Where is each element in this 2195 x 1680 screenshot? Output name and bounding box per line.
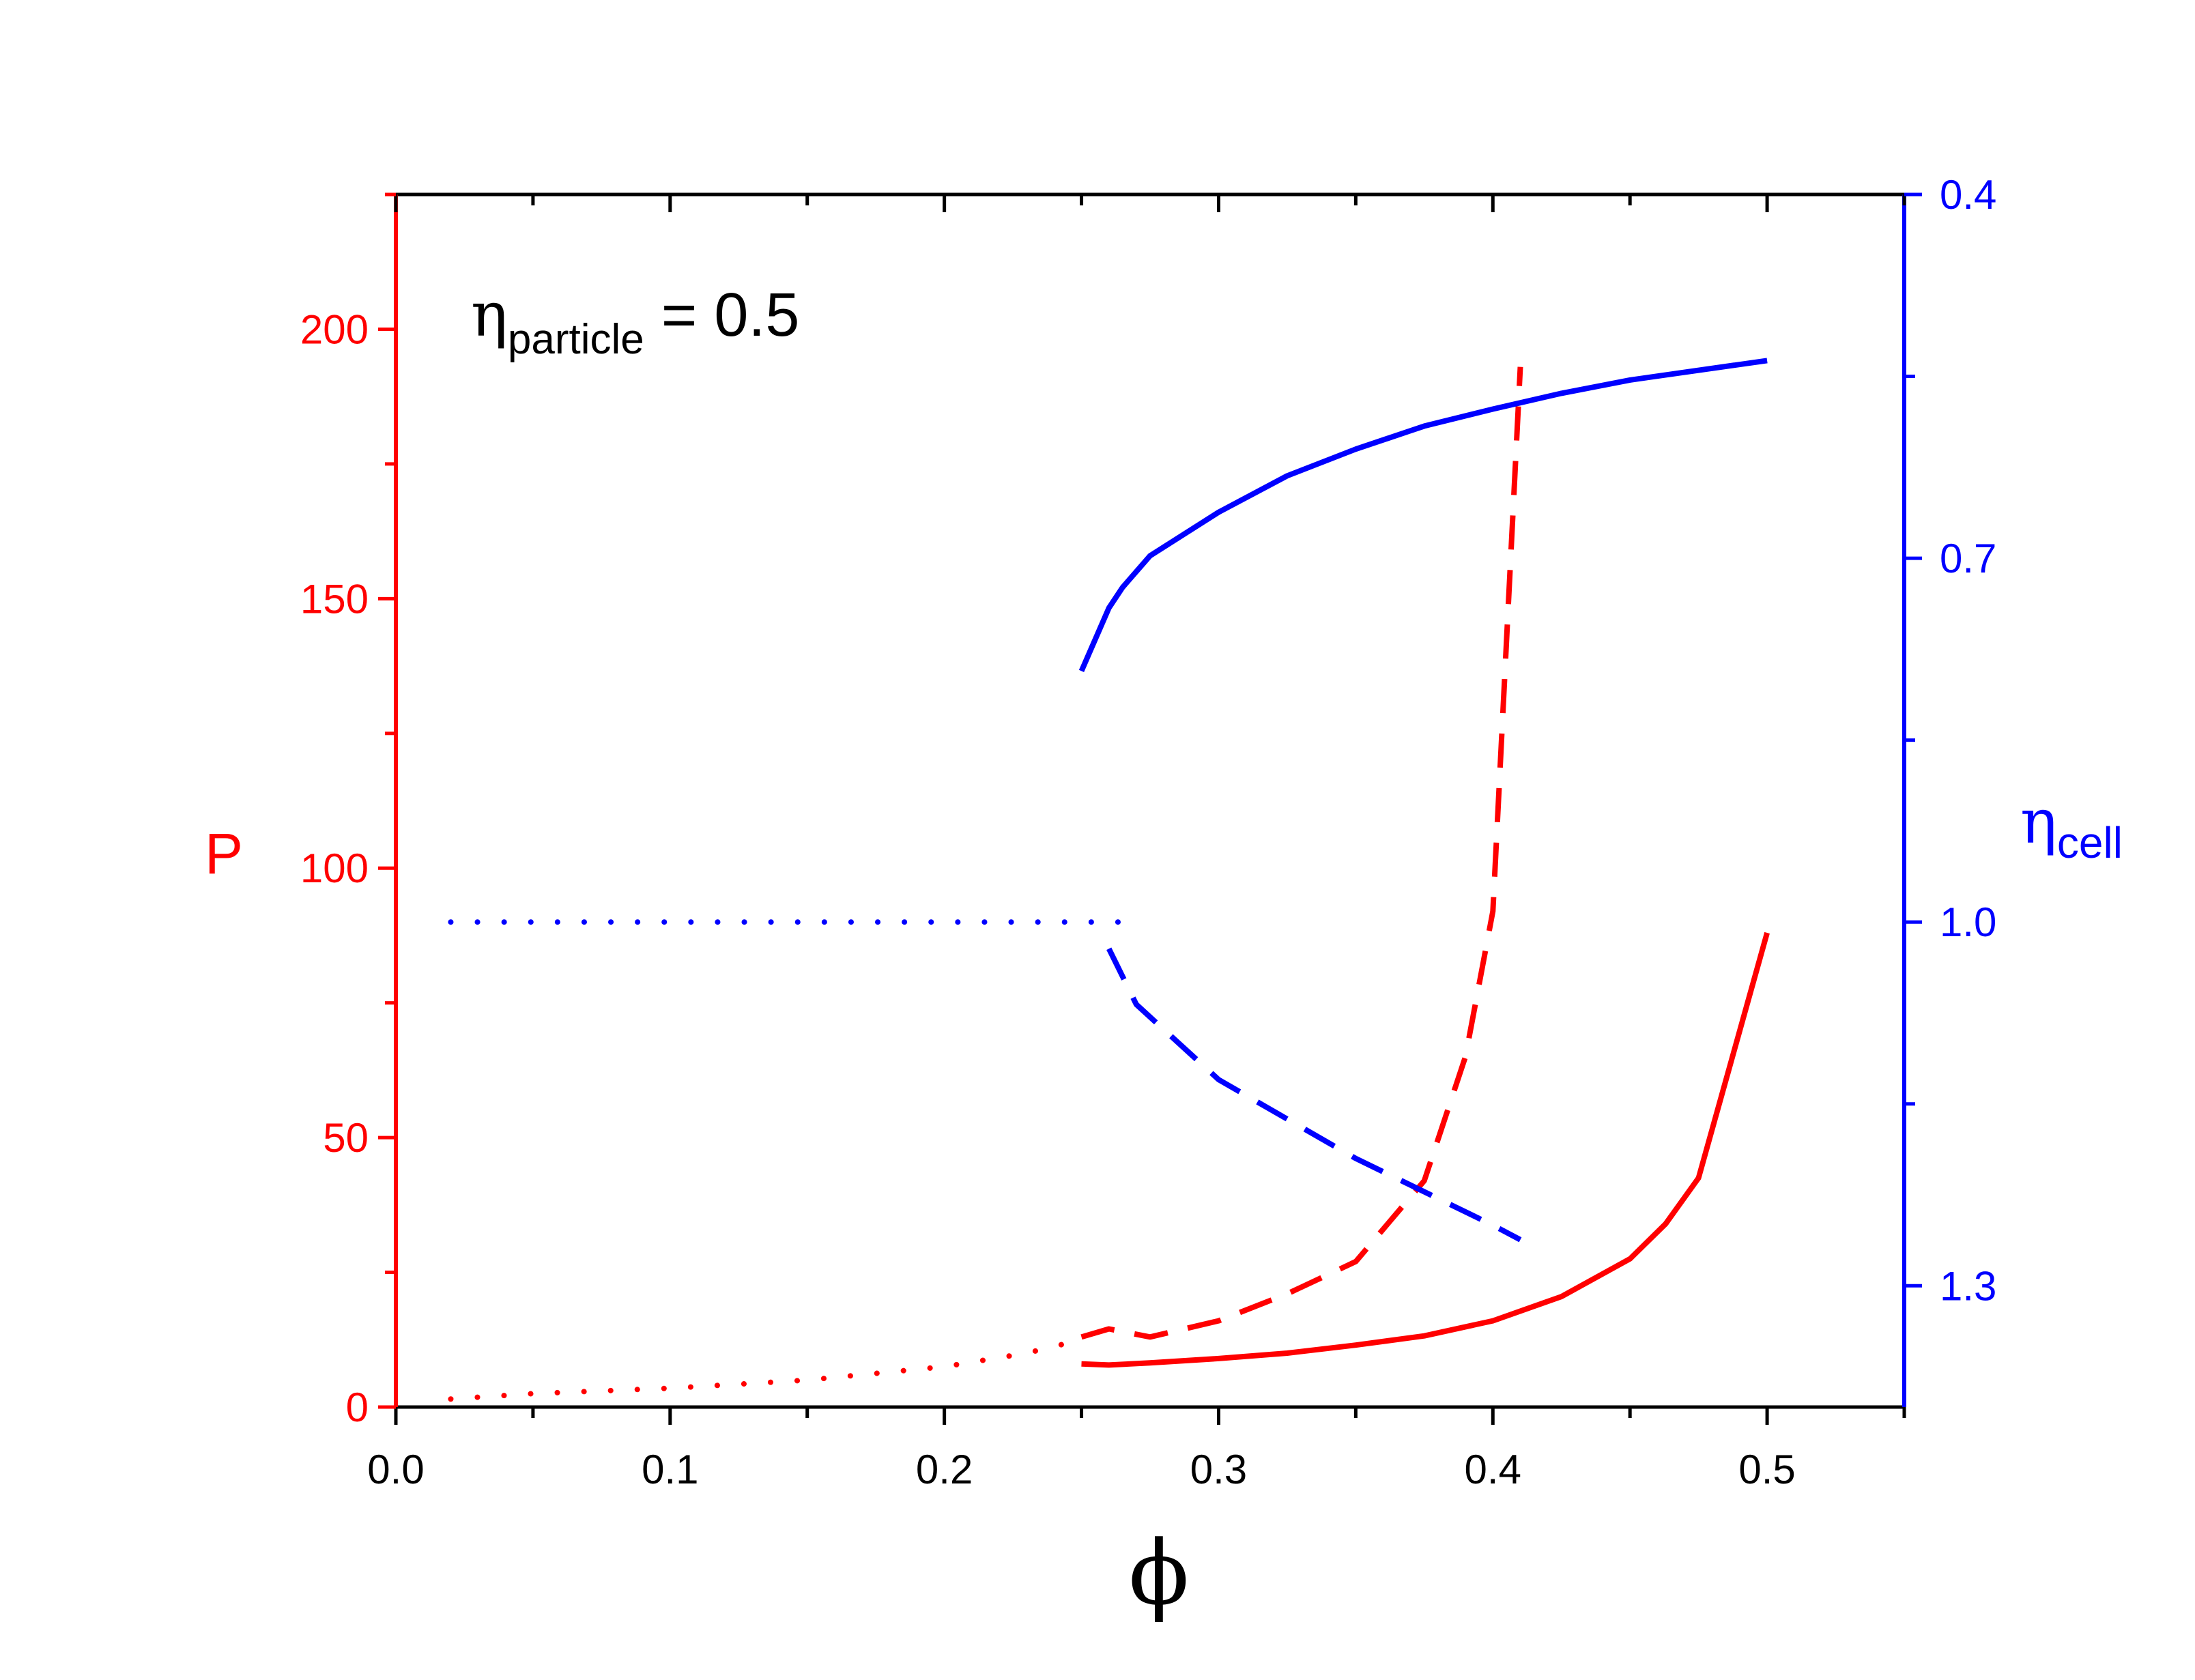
axes-layer xyxy=(378,192,1922,1425)
x-tick-label: 0.0 xyxy=(367,1447,424,1492)
annotation-text: ηparticle = 0.5 xyxy=(471,279,799,363)
y-right-axis-subscript: cell xyxy=(2057,818,2123,867)
series-line-2-left-solid xyxy=(1081,931,1770,1368)
y-right-axis-symbol: η xyxy=(2020,786,2057,858)
series-line-0-left-dotted xyxy=(448,1337,1085,1402)
series-line-3-right-solid xyxy=(1078,358,1768,672)
y-left-tick-label: 50 xyxy=(323,1115,369,1161)
y-right-tick-label: 0.4 xyxy=(1940,172,1996,218)
x-tick-label: 0.5 xyxy=(1738,1447,1795,1492)
y-right-tick-label: 1.0 xyxy=(1940,899,1996,945)
annotation-symbol: η xyxy=(471,279,508,351)
x-tick-label: 0.3 xyxy=(1190,1447,1247,1492)
y-right-tick-label: 1.3 xyxy=(1940,1263,1996,1309)
x-axis-title: ϕ xyxy=(1129,1521,1190,1625)
annotation-value: = 0.5 xyxy=(644,281,800,349)
series-line-5-right-dashed xyxy=(1106,947,1522,1243)
y-left-tick-label: 200 xyxy=(300,306,369,352)
y-left-tick-label: 150 xyxy=(300,576,369,622)
labels-layer: 0.0 0.1 0.2 0.3 0.4 0.5 0 50 100 150 200 0.4 0.7 1.0 1… xyxy=(205,172,2123,1625)
annotation-subscript: particle xyxy=(508,316,644,363)
y-left-tick-label: 100 xyxy=(300,845,369,891)
y-right-tick-label: 0.7 xyxy=(1940,536,1996,581)
x-tick-label: 0.4 xyxy=(1465,1447,1521,1492)
y-right-axis-title: ηcell xyxy=(2020,786,2123,867)
x-tick-label: 0.2 xyxy=(916,1447,973,1492)
series-layer xyxy=(448,358,1770,1402)
series-line-1-left-dashed xyxy=(1080,366,1523,1340)
y-left-tick-label: 0 xyxy=(346,1385,369,1430)
y-left-axis-title: P xyxy=(205,822,243,886)
x-tick-label: 0.1 xyxy=(642,1447,698,1492)
